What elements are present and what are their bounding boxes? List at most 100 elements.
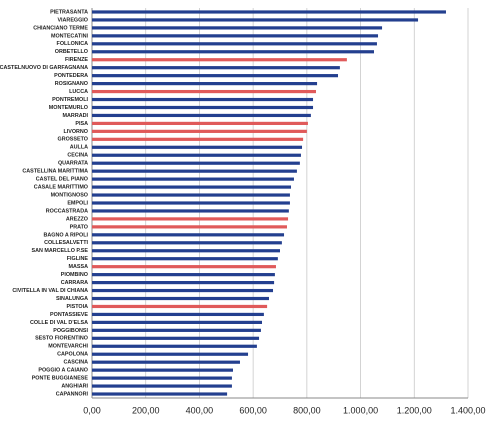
y-tick-label: FIGLINE: [67, 256, 89, 262]
y-tick-label: GROSSETO: [58, 137, 88, 143]
bar: [92, 233, 285, 237]
y-tick-label: PONTE BUGGIANESE: [32, 376, 89, 382]
bar: [92, 328, 261, 332]
y-tick-label: CAPANNORI: [56, 391, 89, 397]
bar: [92, 153, 301, 157]
bar: [92, 376, 232, 380]
y-tick-label: PISTOIA: [67, 304, 89, 310]
y-tick-label: EMPOLI: [67, 200, 88, 206]
bar: [92, 201, 290, 205]
bar: [92, 225, 287, 229]
x-tick-label: 600,00: [239, 405, 267, 415]
y-tick-label: CIVITELLA IN VAL DI CHIANA: [12, 288, 88, 294]
bar: [92, 34, 379, 38]
bar: [92, 320, 263, 324]
bar: [92, 249, 280, 253]
y-tick-label: ANGHIARI: [61, 383, 88, 389]
bar: [92, 169, 297, 173]
bar: [92, 113, 311, 118]
bar: [92, 209, 289, 213]
y-tick-label: SAN MARCELLO P.SE: [31, 248, 88, 254]
bar: [92, 74, 339, 78]
y-tick-label: SESTO FIORENTINO: [35, 336, 88, 342]
bar: [92, 344, 257, 348]
y-tick-label: PISA: [75, 121, 88, 127]
x-tick-label: 200,00: [132, 405, 160, 415]
y-tick-label: MASSA: [69, 264, 89, 270]
bar: [92, 360, 240, 364]
bar: [92, 145, 303, 149]
y-tick-label: COLLE DI VAL D'ELSA: [30, 320, 88, 326]
y-tick-label: CASTELLINA MARITTIMA: [22, 169, 88, 175]
y-tick-label: CASCINA: [63, 360, 88, 366]
y-tick-label: FOLLONICA: [57, 41, 89, 47]
y-tick-label: MONTEVARCHI: [48, 344, 88, 350]
bar: [92, 257, 278, 261]
bar: [92, 26, 383, 30]
x-tick-label: 400,00: [186, 405, 214, 415]
y-tick-label: SINALUNGA: [56, 296, 88, 302]
y-tick-label: PRATO: [70, 224, 88, 230]
bar: [92, 185, 292, 189]
bar: [92, 82, 318, 86]
bar: [92, 273, 275, 277]
y-tick-label: LIVORNO: [63, 129, 88, 135]
bar: [92, 177, 294, 181]
bar: [92, 217, 289, 221]
y-tick-label: ROCCASTRADA: [46, 208, 88, 214]
bar: [92, 280, 275, 285]
bar: [92, 89, 316, 94]
bar: [92, 368, 233, 372]
y-tick-label: CAPOLONA: [57, 352, 88, 358]
bar: [92, 105, 314, 110]
bar: [92, 50, 374, 54]
y-tick-label: CARRARA: [61, 280, 88, 286]
x-tick-label: 800,00: [293, 405, 321, 415]
bar: [92, 288, 274, 293]
bar: [92, 42, 377, 46]
y-tick-label: FIRENZE: [65, 57, 88, 63]
bar: [92, 352, 249, 356]
y-tick-label: PONTASSIEVE: [50, 312, 88, 318]
bar: [92, 384, 232, 388]
y-tick-label: POGGIBONSI: [53, 328, 88, 334]
y-tick-label: VIAREGGIO: [57, 17, 88, 23]
y-tick-label: CASTELNUOVO DI GARFAGNANA: [0, 65, 88, 71]
y-tick-label: MONTIGNOSO: [51, 192, 88, 198]
y-tick-label: MARRADI: [63, 113, 89, 119]
bar: [92, 10, 446, 14]
bar: [92, 265, 276, 269]
bar: [92, 312, 264, 317]
y-tick-label: COLLESALVETTI: [44, 240, 88, 246]
bar: [92, 296, 269, 301]
bar: [92, 193, 290, 197]
y-tick-label: MONTECATINI: [51, 33, 89, 39]
y-tick-label: PIOMBINO: [61, 272, 88, 278]
y-tick-label: QUARRATA: [58, 161, 88, 167]
x-tick-label: 0,00: [83, 405, 101, 415]
y-tick-label: CASALE MARITTIMO: [34, 185, 88, 191]
y-tick-label: CASTEL DEL PIANO: [36, 177, 88, 183]
y-tick-label: CHIANCIANO TERME: [33, 25, 88, 31]
y-tick-label: AREZZO: [66, 216, 88, 222]
bar: [92, 241, 282, 245]
x-tick-label: 1.000,00: [343, 405, 378, 415]
bar: [92, 137, 304, 141]
y-tick-label: LUCCA: [69, 89, 88, 95]
bar: [92, 336, 260, 340]
y-tick-label: PONTREMOLI: [52, 97, 88, 103]
bar: [92, 392, 228, 396]
y-tick-label: PONTEDERA: [54, 73, 88, 79]
y-tick-label: AULLA: [70, 145, 88, 151]
y-tick-label: CECINA: [67, 153, 88, 159]
x-tick-label: 1.400,00: [450, 405, 485, 415]
y-tick-label: BAGNO A RIPOLI: [43, 232, 88, 238]
bar: [92, 18, 419, 22]
bar: [92, 66, 340, 70]
y-tick-label: POGGIO A CAIANO: [38, 368, 88, 374]
bar: [92, 161, 300, 165]
bar: [92, 58, 347, 62]
y-tick-label: PIETRASANTA: [50, 9, 88, 15]
bar: [92, 129, 307, 133]
